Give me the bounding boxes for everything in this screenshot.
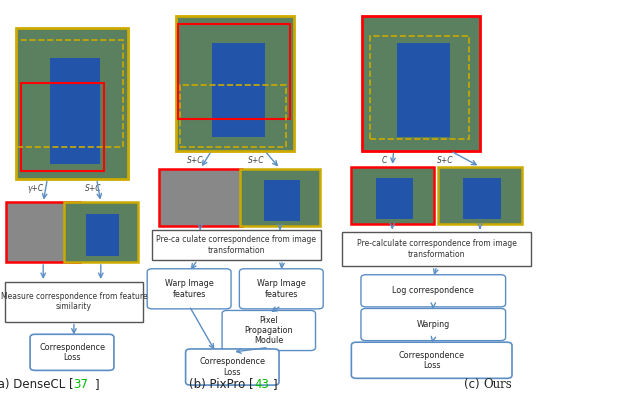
Text: ]: ] bbox=[95, 378, 99, 391]
Text: (c): (c) bbox=[464, 378, 483, 391]
Text: 37: 37 bbox=[74, 378, 88, 391]
Text: Correspondence
Loss: Correspondence Loss bbox=[39, 343, 105, 362]
Bar bbox=[240, 169, 320, 226]
Text: Pixel
Propagation
Module: Pixel Propagation Module bbox=[244, 316, 293, 345]
Bar bbox=[438, 167, 522, 224]
Text: Warping: Warping bbox=[417, 320, 450, 329]
FancyBboxPatch shape bbox=[361, 275, 506, 307]
Bar bbox=[159, 169, 242, 226]
Bar bbox=[463, 178, 501, 218]
Text: Pre-calculate correspondence from image
transformation: Pre-calculate correspondence from image … bbox=[357, 239, 516, 259]
Bar bbox=[370, 36, 469, 139]
Bar bbox=[5, 282, 143, 322]
Text: Ours: Ours bbox=[483, 378, 512, 391]
Bar bbox=[211, 43, 265, 137]
Bar bbox=[362, 16, 480, 151]
Bar bbox=[351, 167, 434, 224]
Bar bbox=[6, 202, 80, 262]
Text: Pre-ca culate correspondence from image
transformation: Pre-ca culate correspondence from image … bbox=[156, 235, 317, 255]
Text: (b) PixPro [: (b) PixPro [ bbox=[189, 378, 254, 391]
Text: Warp Image
features: Warp Image features bbox=[257, 279, 306, 299]
Text: S+C: S+C bbox=[436, 156, 453, 165]
FancyBboxPatch shape bbox=[239, 269, 323, 309]
Text: S+C: S+C bbox=[84, 184, 101, 193]
FancyBboxPatch shape bbox=[186, 349, 279, 385]
Text: S+C: S+C bbox=[187, 156, 204, 165]
FancyBboxPatch shape bbox=[147, 269, 231, 309]
FancyBboxPatch shape bbox=[361, 308, 506, 341]
FancyBboxPatch shape bbox=[351, 342, 512, 378]
Text: 43: 43 bbox=[254, 378, 269, 391]
Text: ]: ] bbox=[273, 378, 278, 391]
Bar bbox=[152, 230, 321, 260]
Text: γ+C: γ+C bbox=[27, 184, 44, 193]
Text: Correspondence
Loss: Correspondence Loss bbox=[399, 351, 465, 370]
Bar bbox=[17, 40, 123, 147]
Bar bbox=[176, 16, 294, 151]
Bar bbox=[376, 178, 413, 218]
Bar bbox=[86, 214, 119, 256]
Text: C: C bbox=[381, 156, 387, 165]
Text: Log correspondence: Log correspondence bbox=[392, 286, 474, 295]
Bar bbox=[180, 85, 286, 147]
Text: Warp Image
features: Warp Image features bbox=[164, 279, 214, 299]
Bar bbox=[264, 180, 300, 221]
Bar bbox=[21, 83, 104, 171]
Bar bbox=[342, 232, 531, 266]
Bar bbox=[178, 24, 290, 119]
Text: S+C: S+C bbox=[248, 156, 264, 165]
Bar bbox=[397, 43, 451, 137]
Text: (a) DenseCL [: (a) DenseCL [ bbox=[0, 378, 74, 391]
Bar bbox=[64, 202, 138, 262]
Text: Correspondence
Loss: Correspondence Loss bbox=[199, 357, 266, 377]
Bar bbox=[50, 58, 100, 164]
Text: Measure correspondence from feature
similarity: Measure correspondence from feature simi… bbox=[1, 292, 147, 311]
FancyBboxPatch shape bbox=[30, 334, 114, 370]
Bar bbox=[16, 28, 128, 179]
FancyBboxPatch shape bbox=[222, 310, 316, 351]
